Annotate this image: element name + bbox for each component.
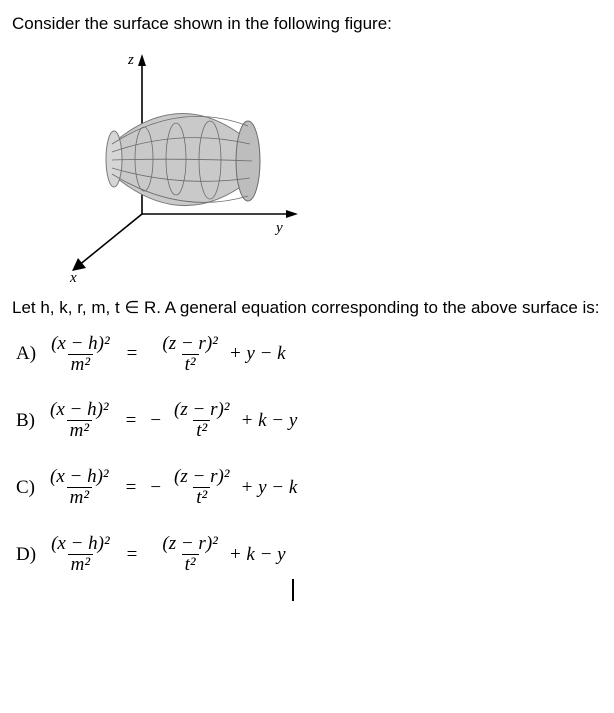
options-list: A) (x − h)² m² = (z − r)² t² + y − k B) … (12, 334, 602, 576)
option-a: A) (x − h)² m² = (z − r)² t² + y − k (16, 334, 602, 375)
option-b-rhs-frac: (z − r)² t² (171, 400, 232, 441)
option-b-lhs-den: m² (67, 420, 92, 441)
option-b-neg: − (150, 410, 161, 432)
statement-pre: Let h, k, r, m, t (12, 298, 124, 317)
axis-x-label: x (69, 270, 77, 284)
option-c-neg: − (150, 477, 161, 499)
option-c-tail: + y − k (241, 477, 298, 499)
statement-in: ∈ (124, 298, 139, 317)
option-d-tail: + k − y (229, 544, 286, 566)
option-d: D) (x − h)² m² = (z − r)² t² + k − y (16, 534, 602, 575)
option-a-label: A) (16, 343, 36, 365)
option-a-lhs-frac: (x − h)² m² (48, 334, 113, 375)
option-a-rhs-num: (z − r)² (159, 334, 220, 354)
option-a-lhs-num: (x − h)² (48, 334, 113, 354)
question-text: Consider the surface shown in the follow… (12, 12, 602, 36)
option-d-lhs-den: m² (68, 554, 93, 575)
statement-post: R. A general equation corresponding to t… (139, 298, 599, 317)
option-a-rhs-frac: (z − r)² t² (159, 334, 220, 375)
axis-z-label: z (127, 52, 134, 68)
option-c-lhs-num: (x − h)² (47, 467, 112, 487)
option-b-label: B) (16, 410, 35, 432)
option-c-rhs-den: t² (193, 487, 210, 508)
option-d-lhs-num: (x − h)² (48, 534, 113, 554)
option-c-eq: = (126, 477, 137, 499)
option-d-rhs-num: (z − r)² (159, 534, 220, 554)
statement-text: Let h, k, r, m, t ∈ R. A general equatio… (12, 296, 602, 320)
option-d-rhs-frac: (z − r)² t² (159, 534, 220, 575)
option-c-rhs-num: (z − r)² (171, 467, 232, 487)
option-b-lhs-frac: (x − h)² m² (47, 400, 112, 441)
option-d-eq: = (127, 544, 138, 566)
option-b: B) (x − h)² m² = − (z − r)² t² + k − y (16, 400, 602, 441)
option-b-rhs-num: (z − r)² (171, 400, 232, 420)
option-b-eq: = (126, 410, 137, 432)
option-d-lhs-frac: (x − h)² m² (48, 534, 113, 575)
text-cursor (292, 579, 294, 601)
axis-y-label: y (274, 220, 283, 236)
option-a-rhs-den: t² (182, 354, 199, 375)
option-a-lhs-den: m² (68, 354, 93, 375)
option-a-eq: = (127, 343, 138, 365)
option-c: C) (x − h)² m² = − (z − r)² t² + y − k (16, 467, 602, 508)
option-c-lhs-den: m² (67, 487, 92, 508)
option-c-label: C) (16, 477, 35, 499)
surface-figure: z y x (52, 44, 312, 284)
option-d-label: D) (16, 544, 36, 566)
option-b-rhs-den: t² (193, 420, 210, 441)
paraboloid-surface (106, 113, 260, 205)
option-b-lhs-num: (x − h)² (47, 400, 112, 420)
option-d-rhs-den: t² (182, 554, 199, 575)
option-b-tail: + k − y (241, 410, 298, 432)
option-c-rhs-frac: (z − r)² t² (171, 467, 232, 508)
option-c-lhs-frac: (x − h)² m² (47, 467, 112, 508)
option-a-tail: + y − k (229, 343, 286, 365)
